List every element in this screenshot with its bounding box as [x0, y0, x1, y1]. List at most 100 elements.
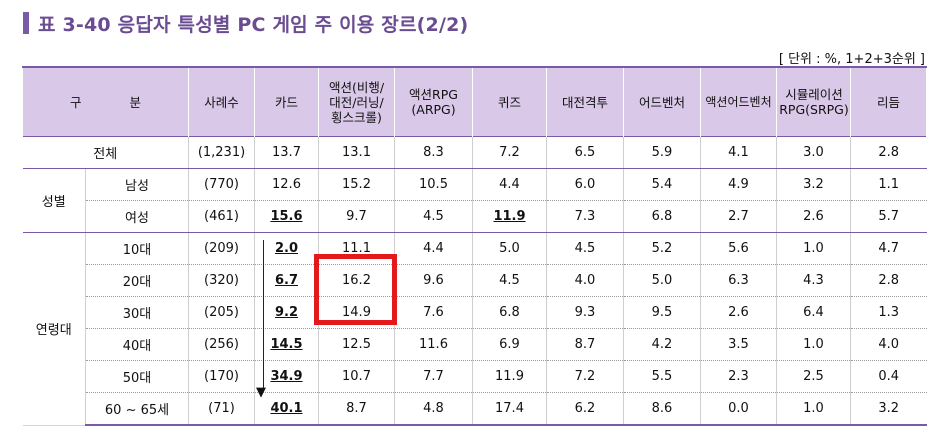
cell-value: 1.0: [776, 392, 851, 426]
row-label: 60 ~ 65세: [85, 392, 189, 426]
cell-value: 40.1: [254, 392, 319, 426]
cell-value: 13.1: [318, 136, 395, 169]
header-gubun-1: 구: [70, 94, 82, 110]
cell-value: 8.6: [623, 392, 701, 426]
row-cases: (205): [188, 296, 255, 329]
trend-arrow-line: [263, 240, 264, 388]
highlight-box: [314, 254, 397, 325]
cell-value: 11.1: [318, 232, 395, 265]
row-label: 20대: [85, 264, 189, 297]
header-quiz: 퀴즈: [472, 67, 547, 137]
cell-value: 15.2: [318, 168, 395, 201]
cell-value: 8.3: [394, 136, 473, 169]
table-row: 여성 (461) 15.6 9.7 4.5 11.9 7.3 6.8 2.7 2…: [23, 200, 927, 233]
cell-value: 6.5: [546, 136, 624, 169]
row-label: 남성: [85, 168, 189, 201]
cell-value: 2.8: [850, 136, 927, 169]
table-row: 성별 남성 (770) 12.6 15.2 10.5 4.4 6.0 5.4 4…: [22, 168, 927, 233]
cell-value: 4.9: [700, 168, 777, 201]
table-row: 20대 (320) 6.7 16.2 9.6 4.5 4.0 5.0 6.3 4…: [23, 264, 927, 297]
cell-value: 12.5: [318, 328, 395, 361]
header-action-label: 액션(비행/ 대전/러닝/ 횡스크롤): [328, 79, 385, 125]
cell-value: 14.5: [254, 328, 319, 361]
group-age: 연령대: [22, 232, 86, 426]
header-card: 카드: [254, 67, 319, 137]
row-cases: (1,231): [188, 136, 255, 169]
cell-value: 34.9: [254, 360, 319, 393]
cell-value: 4.3: [776, 264, 851, 297]
table-row: 연령대 10대 (209) 2.0 11.1 4.4 5.0 4.5 5.2 5…: [22, 232, 927, 426]
row-cases: (461): [188, 200, 255, 233]
cell-value: 1.1: [850, 168, 927, 201]
row-label: 50대: [85, 360, 189, 393]
cell-value: 11.6: [394, 328, 473, 361]
cell-value: 4.8: [394, 392, 473, 426]
cell-value: 4.5: [546, 232, 624, 265]
header-srpg-label: 시뮬레이션 RPG(SRPG): [779, 87, 849, 117]
cell-value: 13.7: [254, 136, 319, 169]
title-accent-bar: [23, 12, 29, 34]
cell-value: 11.9: [472, 360, 547, 393]
unit-note: [ 단위 : %, 1+2+3순위 ]: [778, 52, 925, 67]
cell-value: 8.7: [546, 328, 624, 361]
header-fighting: 대전격투: [546, 67, 624, 137]
cell-value: 0.0: [700, 392, 777, 426]
cell-value: 16.2: [318, 264, 395, 297]
cell-value: 4.0: [546, 264, 624, 297]
header-rhythm: 리듬: [850, 67, 927, 137]
cell-value: 5.2: [623, 232, 701, 265]
cell-value: 4.1: [700, 136, 777, 169]
cell-value: 17.4: [472, 392, 547, 426]
header-arpg: 액션RPG (ARPG): [394, 67, 473, 137]
cell-value: 6.8: [472, 296, 547, 329]
cell-value: 5.6: [700, 232, 777, 265]
cell-value: 9.6: [394, 264, 473, 297]
header-adventure: 어드벤처: [623, 67, 701, 137]
cell-value: 9.5: [623, 296, 701, 329]
cell-value: 3.0: [776, 136, 851, 169]
cell-value: 7.7: [394, 360, 473, 393]
cell-value: 12.6: [254, 168, 319, 201]
cell-value: 2.8: [850, 264, 927, 297]
cell-value: 5.0: [472, 232, 547, 265]
table-row: 40대 (256) 14.5 12.5 11.6 6.9 8.7 4.2 3.5…: [23, 328, 927, 361]
table-row: 50대 (170) 34.9 10.7 7.7 11.9 7.2 5.5 2.3…: [23, 360, 927, 393]
cell-value: 2.6: [700, 296, 777, 329]
cell-value: 15.6: [254, 200, 319, 233]
cell-value: 9.3: [546, 296, 624, 329]
cell-value: 4.5: [472, 264, 547, 297]
cell-value: 3.2: [850, 392, 927, 426]
cell-value: 2.6: [776, 200, 851, 233]
cell-value: 7.2: [472, 136, 547, 169]
cell-value: 3.5: [700, 328, 777, 361]
genre-table: 구 분 사례수 카드 액션(비행/ 대전/러닝/ 횡스크롤) 액션RPG (AR…: [22, 66, 927, 426]
cell-value: 7.2: [546, 360, 624, 393]
cell-value: 3.2: [776, 168, 851, 201]
cell-value: 9.2: [254, 296, 319, 329]
cell-value: 5.5: [623, 360, 701, 393]
trend-arrow-head: ▼: [256, 385, 266, 400]
table-row: 전체 (1,231) 13.7 13.1 8.3 7.2 6.5 5.9 4.1…: [22, 136, 927, 169]
row-label: 30대: [85, 296, 189, 329]
cell-value: 6.3: [700, 264, 777, 297]
header-gubun-2: 분: [129, 94, 141, 110]
cell-value: 6.0: [546, 168, 624, 201]
cell-value: 4.7: [850, 232, 927, 265]
row-label: 전체: [22, 136, 189, 169]
cell-value: 6.4: [776, 296, 851, 329]
row-cases: (770): [188, 168, 255, 201]
cell-value: 4.4: [472, 168, 547, 201]
cell-value: 2.3: [700, 360, 777, 393]
row-label: 40대: [85, 328, 189, 361]
cell-value: 4.0: [850, 328, 927, 361]
table-title-text: 표 3-40 응답자 특성별 PC 게임 주 이용 장르(2/2): [38, 13, 469, 36]
cell-value: 5.9: [623, 136, 701, 169]
cell-value: 5.7: [850, 200, 927, 233]
row-cases: (170): [188, 360, 255, 393]
cell-value: 1.3: [850, 296, 927, 329]
cell-value: 0.4: [850, 360, 927, 393]
header-action: 액션(비행/ 대전/러닝/ 횡스크롤): [318, 67, 395, 137]
cell-value: 2.0: [254, 232, 319, 265]
cell-value: 1.0: [776, 232, 851, 265]
cell-value: 6.7: [254, 264, 319, 297]
